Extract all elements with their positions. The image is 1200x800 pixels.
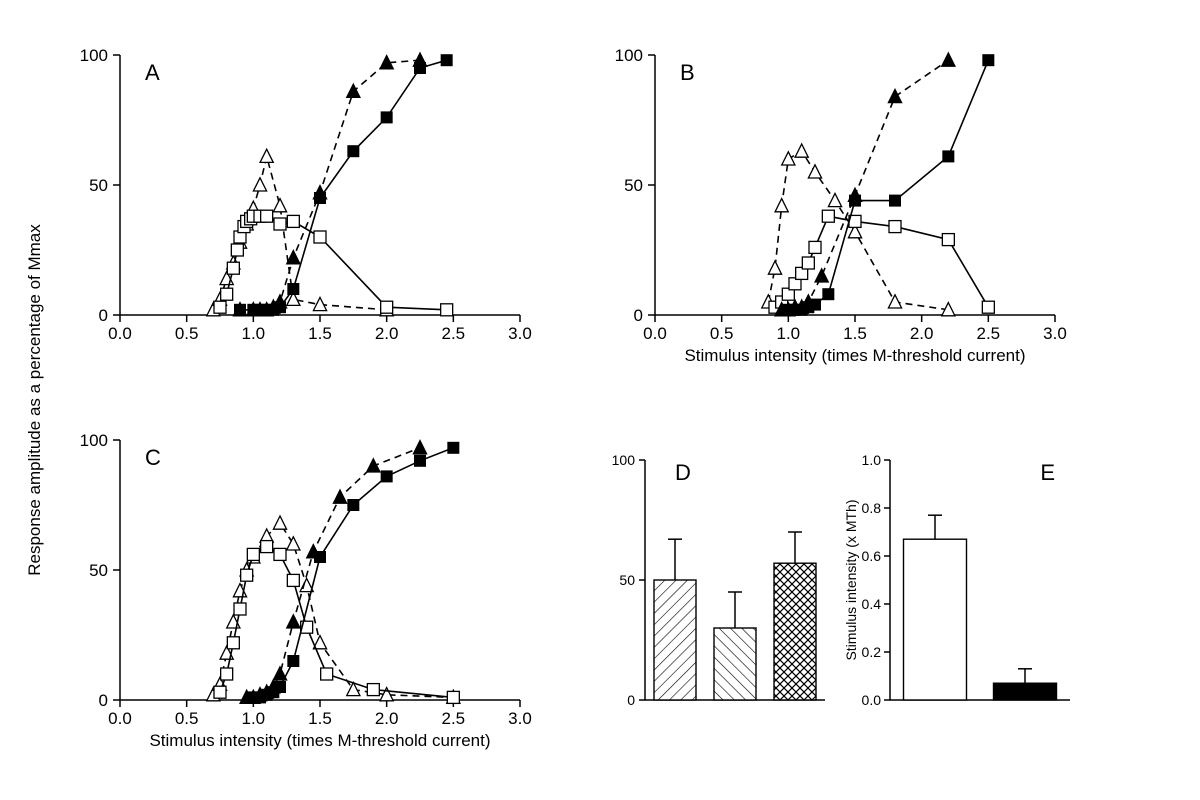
svg-text:1.0: 1.0 (862, 452, 882, 468)
svg-text:2.5: 2.5 (442, 324, 466, 343)
svg-text:3.0: 3.0 (508, 709, 532, 728)
series-filled-square (240, 60, 447, 310)
svg-text:0.0: 0.0 (108, 324, 132, 343)
panel-D: 0 50 100 D (612, 452, 825, 708)
ylabel-global: Response amplitude as a percentage of Mm… (25, 224, 44, 576)
series-filled-square (253, 448, 453, 698)
svg-text:0.2: 0.2 (862, 644, 882, 660)
svg-text:100: 100 (612, 452, 636, 468)
svg-text:Stimulus intensity (times M-th: Stimulus intensity (times M-threshold cu… (684, 346, 1025, 365)
panel-C: 0.0 0.5 1.0 1.5 2.0 2.5 3.0 0 50 100 C Stimulus int… (80, 431, 532, 750)
svg-text:0.0: 0.0 (108, 709, 132, 728)
bar-0 (654, 580, 696, 700)
svg-text:B: B (680, 60, 695, 85)
svg-text:2.0: 2.0 (910, 324, 934, 343)
series-open-square (220, 547, 453, 698)
svg-text:1.5: 1.5 (308, 709, 332, 728)
svg-text:1.5: 1.5 (308, 324, 332, 343)
bar-0 (904, 539, 967, 700)
svg-text:0.6: 0.6 (862, 548, 882, 564)
svg-text:0.0: 0.0 (643, 324, 667, 343)
svg-text:0.5: 0.5 (175, 709, 199, 728)
svg-text:100: 100 (80, 46, 108, 65)
series-filled-square (788, 60, 988, 310)
svg-text:50: 50 (89, 176, 108, 195)
svg-text:2.0: 2.0 (375, 324, 399, 343)
svg-text:50: 50 (624, 176, 643, 195)
svg-text:0.5: 0.5 (175, 324, 199, 343)
svg-text:Stimulus intensity (times M-th: Stimulus intensity (times M-threshold cu… (149, 731, 490, 750)
svg-text:1.0: 1.0 (242, 324, 266, 343)
svg-text:2.5: 2.5 (977, 324, 1001, 343)
svg-text:3.0: 3.0 (1043, 324, 1067, 343)
svg-text:0: 0 (99, 691, 108, 710)
svg-text:0.8: 0.8 (862, 500, 882, 516)
svg-text:100: 100 (80, 431, 108, 450)
svg-text:0: 0 (99, 306, 108, 325)
panel-E: 0.0 0.2 0.4 0.6 0.8 1.0 E Stimulus intensity (x… (843, 452, 1070, 708)
svg-text:C: C (145, 445, 161, 470)
svg-text:0.5: 0.5 (710, 324, 734, 343)
bar-2 (774, 563, 816, 700)
svg-text:A: A (145, 60, 160, 85)
svg-text:D: D (675, 460, 691, 485)
svg-text:0: 0 (627, 692, 635, 708)
figure: Response amplitude as a percentage of Mm… (0, 0, 1200, 800)
panel-A: 0.0 0.5 1.0 1.5 2.0 2.5 3.0 0 50 100 A (80, 46, 532, 343)
svg-text:E: E (1040, 460, 1055, 485)
svg-text:1.0: 1.0 (242, 709, 266, 728)
svg-text:1.0: 1.0 (777, 324, 801, 343)
svg-text:50: 50 (89, 561, 108, 580)
bar-1 (994, 683, 1057, 700)
svg-text:0: 0 (634, 306, 643, 325)
svg-text:50: 50 (619, 572, 635, 588)
svg-text:1.5: 1.5 (843, 324, 867, 343)
svg-text:0.4: 0.4 (862, 596, 882, 612)
bar-1 (714, 628, 756, 700)
svg-text:2.5: 2.5 (442, 709, 466, 728)
svg-text:0.0: 0.0 (862, 692, 882, 708)
series-filled-triangle (247, 448, 420, 698)
panel-B: 0.0 0.5 1.0 1.5 2.0 2.5 3.0 0 50 100 B Stimulus int… (615, 46, 1067, 365)
svg-text:2.0: 2.0 (375, 709, 399, 728)
svg-text:100: 100 (615, 46, 643, 65)
svg-text:Stimulus intensity (x MTh): Stimulus intensity (x MTh) (843, 499, 859, 660)
svg-text:3.0: 3.0 (508, 324, 532, 343)
